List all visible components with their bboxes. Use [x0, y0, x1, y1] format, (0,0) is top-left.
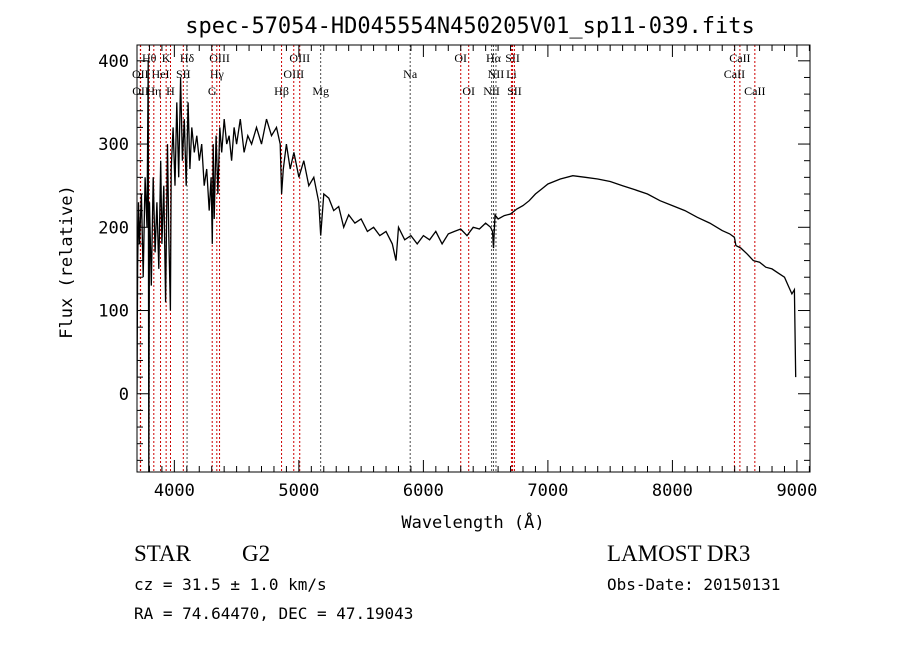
- line-marker-label: NII: [488, 67, 505, 81]
- line-marker-label: OII: [132, 84, 149, 98]
- object-class: STAR: [134, 541, 192, 566]
- line-marker-label: OIII: [283, 67, 304, 81]
- y-tick-label: 300: [98, 135, 129, 155]
- line-marker-label: Hγ: [210, 67, 225, 81]
- y-tick-label: 100: [98, 302, 129, 322]
- line-marker-label: SII: [176, 67, 191, 81]
- line-marker-label: Na: [403, 67, 418, 81]
- x-axis-label: Wavelength (Å): [401, 511, 544, 533]
- y-tick-label: 200: [98, 218, 129, 238]
- object-subclass: G2: [242, 541, 270, 566]
- line-marker-label: CaII: [744, 84, 765, 98]
- chart-title: spec-57054-HD045554N450205V01_sp11-039.f…: [185, 14, 755, 39]
- line-marker-label: OIII: [289, 51, 310, 65]
- line-marker-label: K: [162, 51, 171, 65]
- line-marker-label: H: [166, 84, 175, 98]
- survey-name: LAMOST DR3: [607, 541, 750, 566]
- x-tick-label: 4000: [154, 481, 195, 501]
- x-tick-label: 8000: [652, 481, 693, 501]
- y-tick-label: 400: [98, 52, 129, 72]
- line-marker-label: CaII: [724, 67, 745, 81]
- line-marker-label: OI: [462, 84, 475, 98]
- line-marker-label: SII: [507, 84, 522, 98]
- y-axis-label: Flux (relative): [57, 185, 77, 339]
- line-marker-label: Hα: [486, 51, 502, 65]
- line-marker-label: HeI: [152, 67, 170, 81]
- y-tick-label: 0: [119, 385, 129, 405]
- redshift-text: cz = 31.5 ± 1.0 km/s: [134, 575, 327, 594]
- x-tick-label: 7000: [527, 481, 568, 501]
- line-marker-label: Hθ: [142, 51, 157, 65]
- axis-ticks: 4000 5000 6000 7000 8000 9000 0 100 200 300 400: [98, 45, 817, 501]
- line-marker-label: Hβ: [274, 84, 289, 98]
- x-tick-label: 5000: [278, 481, 319, 501]
- line-marker-label: Hη: [146, 84, 161, 98]
- plot-frame: [136, 44, 811, 473]
- line-marker-label: G: [208, 84, 217, 98]
- line-marker-label: Hδ: [180, 51, 195, 65]
- line-marker-label: OI: [454, 51, 467, 65]
- line-marker-label: Li: [506, 67, 517, 81]
- line-marker-label: NII: [483, 84, 500, 98]
- line-marker-label: Mg: [312, 84, 329, 98]
- obs-date: Obs-Date: 20150131: [607, 575, 780, 594]
- spectrum-line: [137, 60, 797, 472]
- x-tick-label: 6000: [403, 481, 444, 501]
- x-tick-label: 9000: [776, 481, 817, 501]
- line-marker-label: OIII: [209, 51, 230, 65]
- line-marker-label: SII: [505, 51, 520, 65]
- line-marker-label: CaII: [729, 51, 750, 65]
- coordinates: RA = 74.64470, DEC = 47.19043: [134, 604, 413, 623]
